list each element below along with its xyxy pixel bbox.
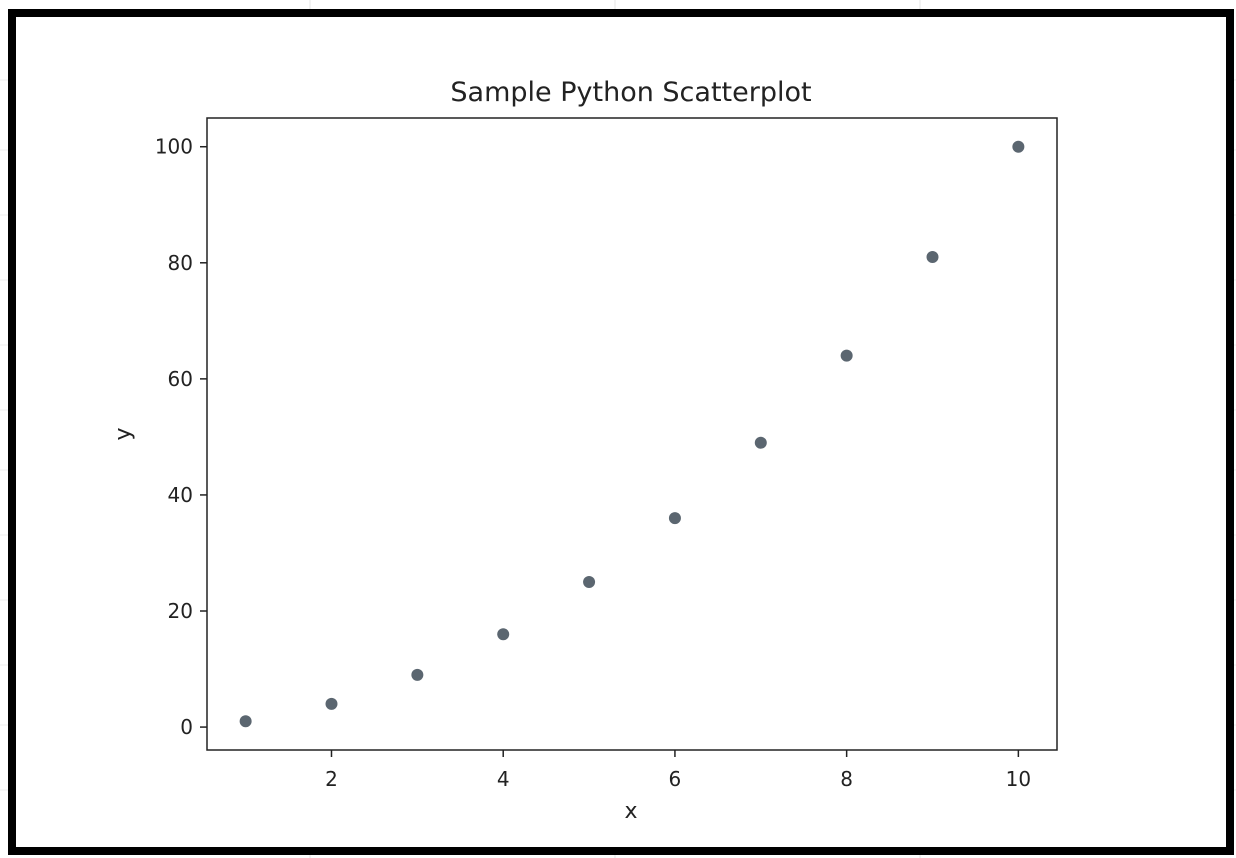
scatter-point <box>583 575 596 588</box>
chart-frame <box>8 9 1234 855</box>
y-tick-label: 80 <box>168 251 193 275</box>
scatter-point <box>668 512 681 525</box>
x-tick-label: 8 <box>840 767 853 791</box>
x-tick-label: 10 <box>1006 767 1031 791</box>
y-tick-label: 40 <box>168 483 193 507</box>
y-tick-label: 0 <box>180 715 193 739</box>
chart-title: Sample Python Scatterplot <box>450 77 811 108</box>
scatter-point <box>1012 140 1025 153</box>
scatter-point <box>497 628 510 641</box>
x-tick-label: 4 <box>497 767 510 791</box>
y-tick-label: 100 <box>155 135 193 159</box>
y-tick-label: 60 <box>168 367 193 391</box>
x-axis-label: x <box>624 799 637 824</box>
scatter-point <box>239 715 252 728</box>
scatter-point <box>840 349 853 362</box>
x-tick-label: 6 <box>669 767 682 791</box>
scatter-point <box>754 436 767 449</box>
data-points <box>239 140 1025 728</box>
scatter-point <box>325 697 338 710</box>
y-axis-ticks: 0 20 40 60 80 100 <box>155 135 207 739</box>
y-axis-label: y <box>111 427 136 440</box>
plot-area <box>206 117 1058 751</box>
axes-frame <box>206 117 1058 751</box>
scatter-point <box>926 250 939 263</box>
scatter-point <box>411 668 424 681</box>
x-tick-label: 2 <box>325 767 338 791</box>
y-tick-label: 20 <box>168 599 193 623</box>
x-axis-ticks: 2 4 6 8 10 <box>325 750 1031 791</box>
